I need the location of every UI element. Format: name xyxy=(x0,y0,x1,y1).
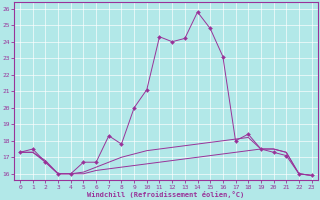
X-axis label: Windchill (Refroidissement éolien,°C): Windchill (Refroidissement éolien,°C) xyxy=(87,191,244,198)
